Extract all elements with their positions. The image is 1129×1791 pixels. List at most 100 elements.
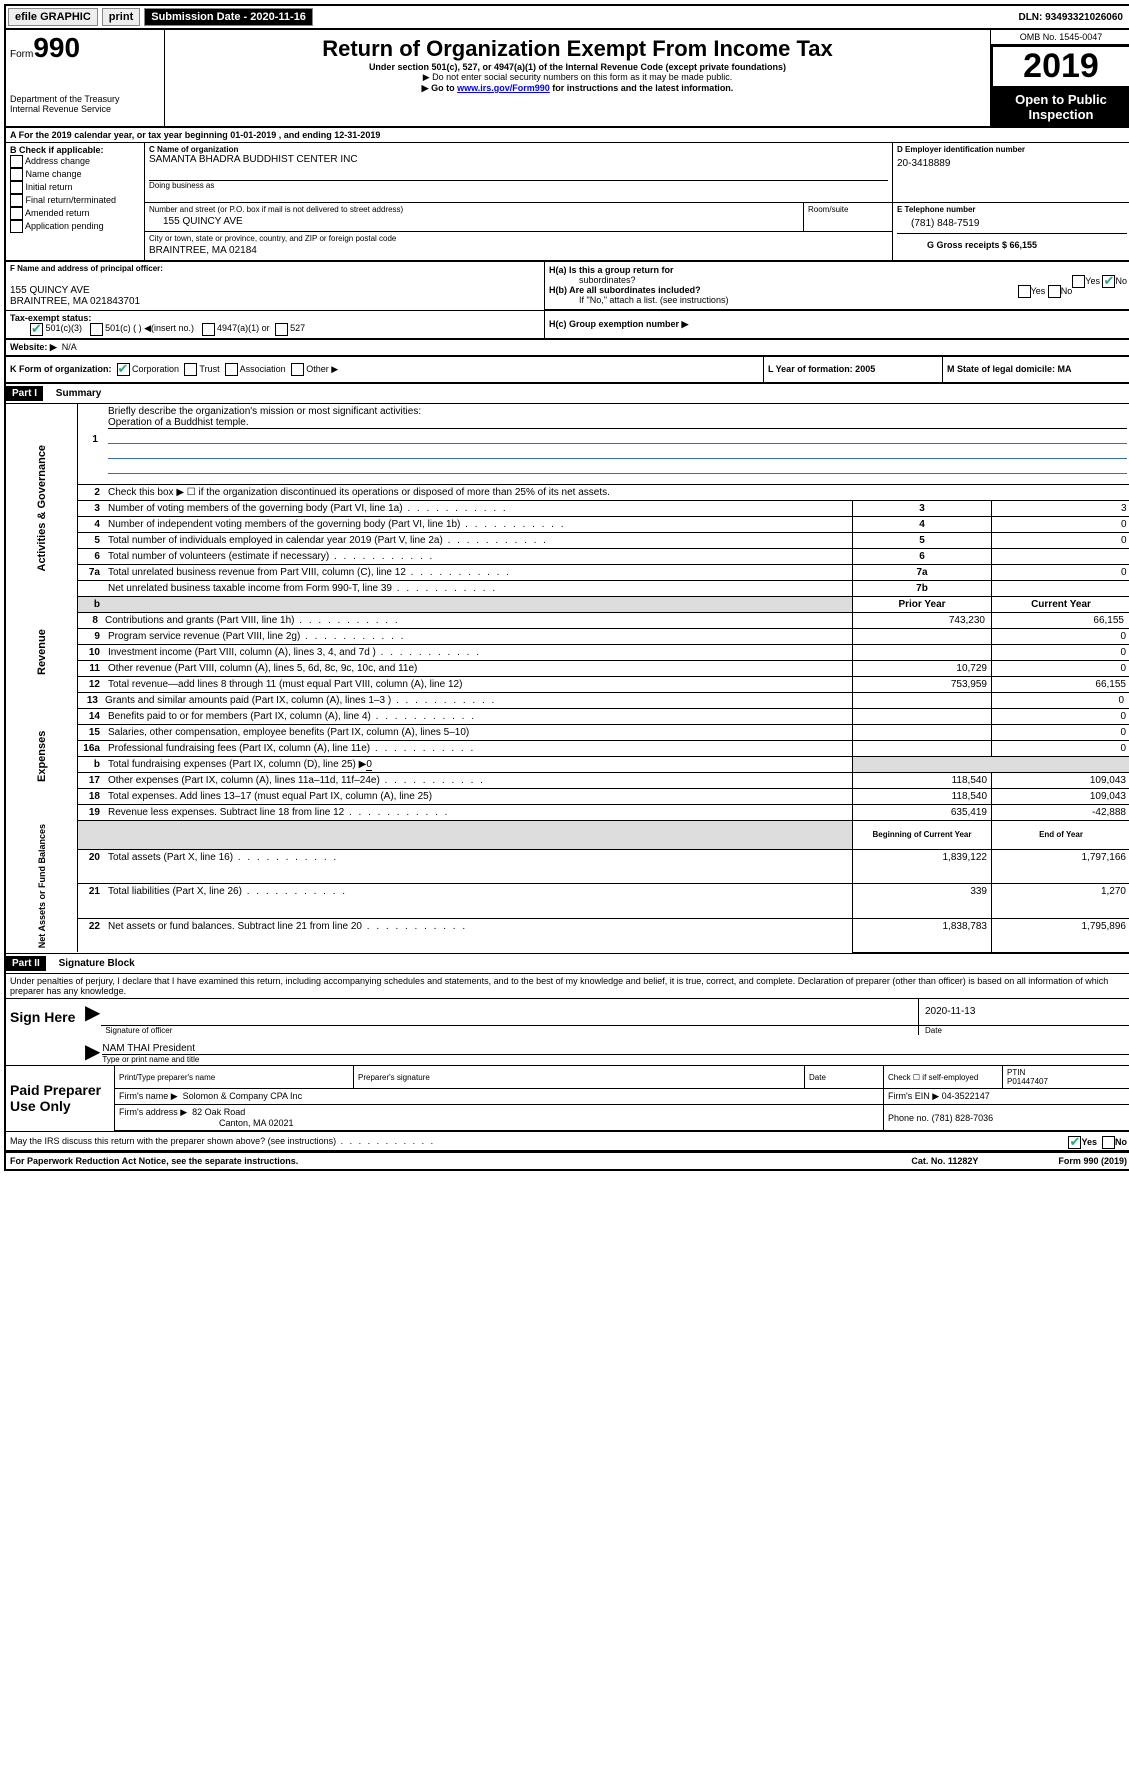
k-corp-check[interactable] xyxy=(117,363,130,376)
final-check[interactable] xyxy=(10,194,23,207)
ha-no-check[interactable] xyxy=(1102,275,1115,288)
firm-addr-lbl: Firm's address ▶ xyxy=(119,1107,187,1117)
l11: Other revenue (Part VIII, column (A), li… xyxy=(104,660,853,676)
v6 xyxy=(992,548,1129,564)
dln-label: DLN: 93493321026060 xyxy=(1010,8,1129,27)
sec-ag: Activities & Governance xyxy=(6,404,77,613)
l5: Total number of individuals employed in … xyxy=(104,532,853,548)
discuss-yes[interactable] xyxy=(1068,1136,1081,1149)
e-label: E Telephone number xyxy=(897,205,1127,214)
k-assoc-check[interactable] xyxy=(225,363,238,376)
l21: Total liabilities (Part X, line 26) xyxy=(104,884,853,918)
m-label: M State of legal domicile: MA xyxy=(943,356,1129,382)
v4: 0 xyxy=(992,516,1129,532)
note-ssn: ▶ Do not enter social security numbers o… xyxy=(169,72,986,83)
sign-here: Sign Here xyxy=(6,998,84,1035)
firm-name: Solomon & Company CPA Inc xyxy=(183,1091,302,1101)
v3: 3 xyxy=(992,500,1129,516)
d-label: D Employer identification number xyxy=(897,145,1127,154)
prep-sig-lbl: Preparer's signature xyxy=(354,1066,805,1089)
ein-value: 20-3418889 xyxy=(897,154,1127,173)
l12: Total revenue—add lines 8 through 11 (mu… xyxy=(104,676,853,692)
part1-table: Activities & Governance 1 Briefly descri… xyxy=(6,404,1129,953)
f-addr1: 155 QUINCY AVE xyxy=(10,285,540,296)
dba-label: Doing business as xyxy=(149,181,888,190)
prior-hdr: Prior Year xyxy=(853,596,992,612)
l-label: L Year of formation: 2005 xyxy=(764,356,943,382)
addr-change-check[interactable] xyxy=(10,155,23,168)
pending-check[interactable] xyxy=(10,220,23,233)
ptin-lbl: PTIN xyxy=(1007,1068,1127,1077)
irs-link[interactable]: www.irs.gov/Form990 xyxy=(457,83,550,93)
l18: Total expenses. Add lines 13–17 (must eq… xyxy=(104,788,853,804)
g-label: G Gross receipts $ 66,155 xyxy=(897,240,1127,250)
firm-addr2: Canton, MA 02021 xyxy=(119,1118,879,1128)
p8: 743,230 xyxy=(853,612,992,628)
sig-officer-lbl: Signature of officer xyxy=(101,1026,918,1036)
l8: Contributions and grants (Part VIII, lin… xyxy=(104,612,853,628)
efile-label: efile GRAPHIC xyxy=(8,8,98,26)
sec-na: Net Assets or Fund Balances xyxy=(6,820,77,952)
city-label: City or town, state or province, country… xyxy=(145,232,892,246)
sec-exp: Expenses xyxy=(6,692,77,820)
501c3-check[interactable] xyxy=(30,323,43,336)
hb-no-check[interactable] xyxy=(1048,285,1061,298)
l1-label: Briefly describe the organization's miss… xyxy=(108,406,421,417)
print-button[interactable]: print xyxy=(102,8,140,26)
firm-phone-lbl: Phone no. xyxy=(888,1113,929,1123)
part2-title: Signature Block xyxy=(49,958,135,969)
discuss-no[interactable] xyxy=(1102,1136,1115,1149)
ha-sub: subordinates? xyxy=(579,275,636,285)
name-change-check[interactable] xyxy=(10,168,23,181)
l7b: Net unrelated business taxable income fr… xyxy=(104,580,853,596)
l19: Revenue less expenses. Subtract line 18 … xyxy=(104,804,853,820)
k-trust-check[interactable] xyxy=(184,363,197,376)
ha-yes-check[interactable] xyxy=(1072,275,1085,288)
l15: Salaries, other compensation, employee b… xyxy=(104,724,853,740)
form-subtitle: Under section 501(c), 527, or 4947(a)(1)… xyxy=(169,62,986,72)
k-label: K Form of organization: xyxy=(10,363,112,373)
perjury-text: Under penalties of perjury, I declare th… xyxy=(6,974,1129,998)
c8: 66,155 xyxy=(992,612,1129,628)
final-label: Final return/terminated xyxy=(26,195,117,205)
dept-label: Department of the Treasury Internal Reve… xyxy=(10,94,160,114)
hb-label: H(b) Are all subordinates included? xyxy=(549,285,701,295)
l3: Number of voting members of the governin… xyxy=(104,500,853,516)
k-other-check[interactable] xyxy=(291,363,304,376)
firm-phone: (781) 828-7036 xyxy=(932,1113,994,1123)
hb-yes-check[interactable] xyxy=(1018,285,1031,298)
part1-hdr: Part I xyxy=(6,386,43,401)
firm-name-lbl: Firm's name ▶ xyxy=(119,1091,178,1101)
initial-check[interactable] xyxy=(10,181,23,194)
phone-value: (781) 848-7519 xyxy=(897,214,1127,233)
form-number: 990 xyxy=(33,32,80,63)
form-title: Return of Organization Exempt From Incom… xyxy=(169,36,986,62)
pra-notice: For Paperwork Reduction Act Notice, see … xyxy=(10,1156,298,1166)
website-value: N/A xyxy=(62,342,77,352)
4947-check[interactable] xyxy=(202,323,215,336)
l9: Program service revenue (Part VIII, line… xyxy=(104,628,853,644)
date-lbl: Date xyxy=(919,1026,1129,1036)
cat-no: Cat. No. 11282Y xyxy=(911,1156,978,1166)
ha-label: H(a) Is this a group return for xyxy=(549,265,674,275)
f-addr2: BRAINTREE, MA 021843701 xyxy=(10,296,540,307)
amended-check[interactable] xyxy=(10,207,23,220)
submission-date: Submission Date - 2020-11-16 xyxy=(144,8,313,26)
c-label: C Name of organization xyxy=(149,145,888,154)
sec-rev: Revenue xyxy=(6,612,77,692)
checkb-label: B Check if applicable: xyxy=(10,145,140,155)
form-header: Form990 Department of the Treasury Inter… xyxy=(6,29,1129,127)
501c-check[interactable] xyxy=(90,323,103,336)
f-label: F Name and address of principal officer: xyxy=(10,264,540,273)
527-check[interactable] xyxy=(275,323,288,336)
note-goto: ▶ Go to www.irs.gov/Form990 for instruct… xyxy=(169,83,986,94)
i-label: Tax-exempt status: xyxy=(10,313,91,323)
l2: Check this box ▶ ☐ if the organization d… xyxy=(104,484,1129,500)
l16b: Total fundraising expenses (Part IX, col… xyxy=(104,756,853,772)
l17: Other expenses (Part IX, column (A), lin… xyxy=(104,772,853,788)
v7a: 0 xyxy=(992,564,1129,580)
sig-date-val: 2020-11-13 xyxy=(919,998,1129,1026)
room-label: Room/suite xyxy=(804,203,893,216)
period-line: A For the 2019 calendar year, or tax yea… xyxy=(6,127,1129,142)
type-name-lbl: Type or print name and title xyxy=(102,1055,1129,1064)
